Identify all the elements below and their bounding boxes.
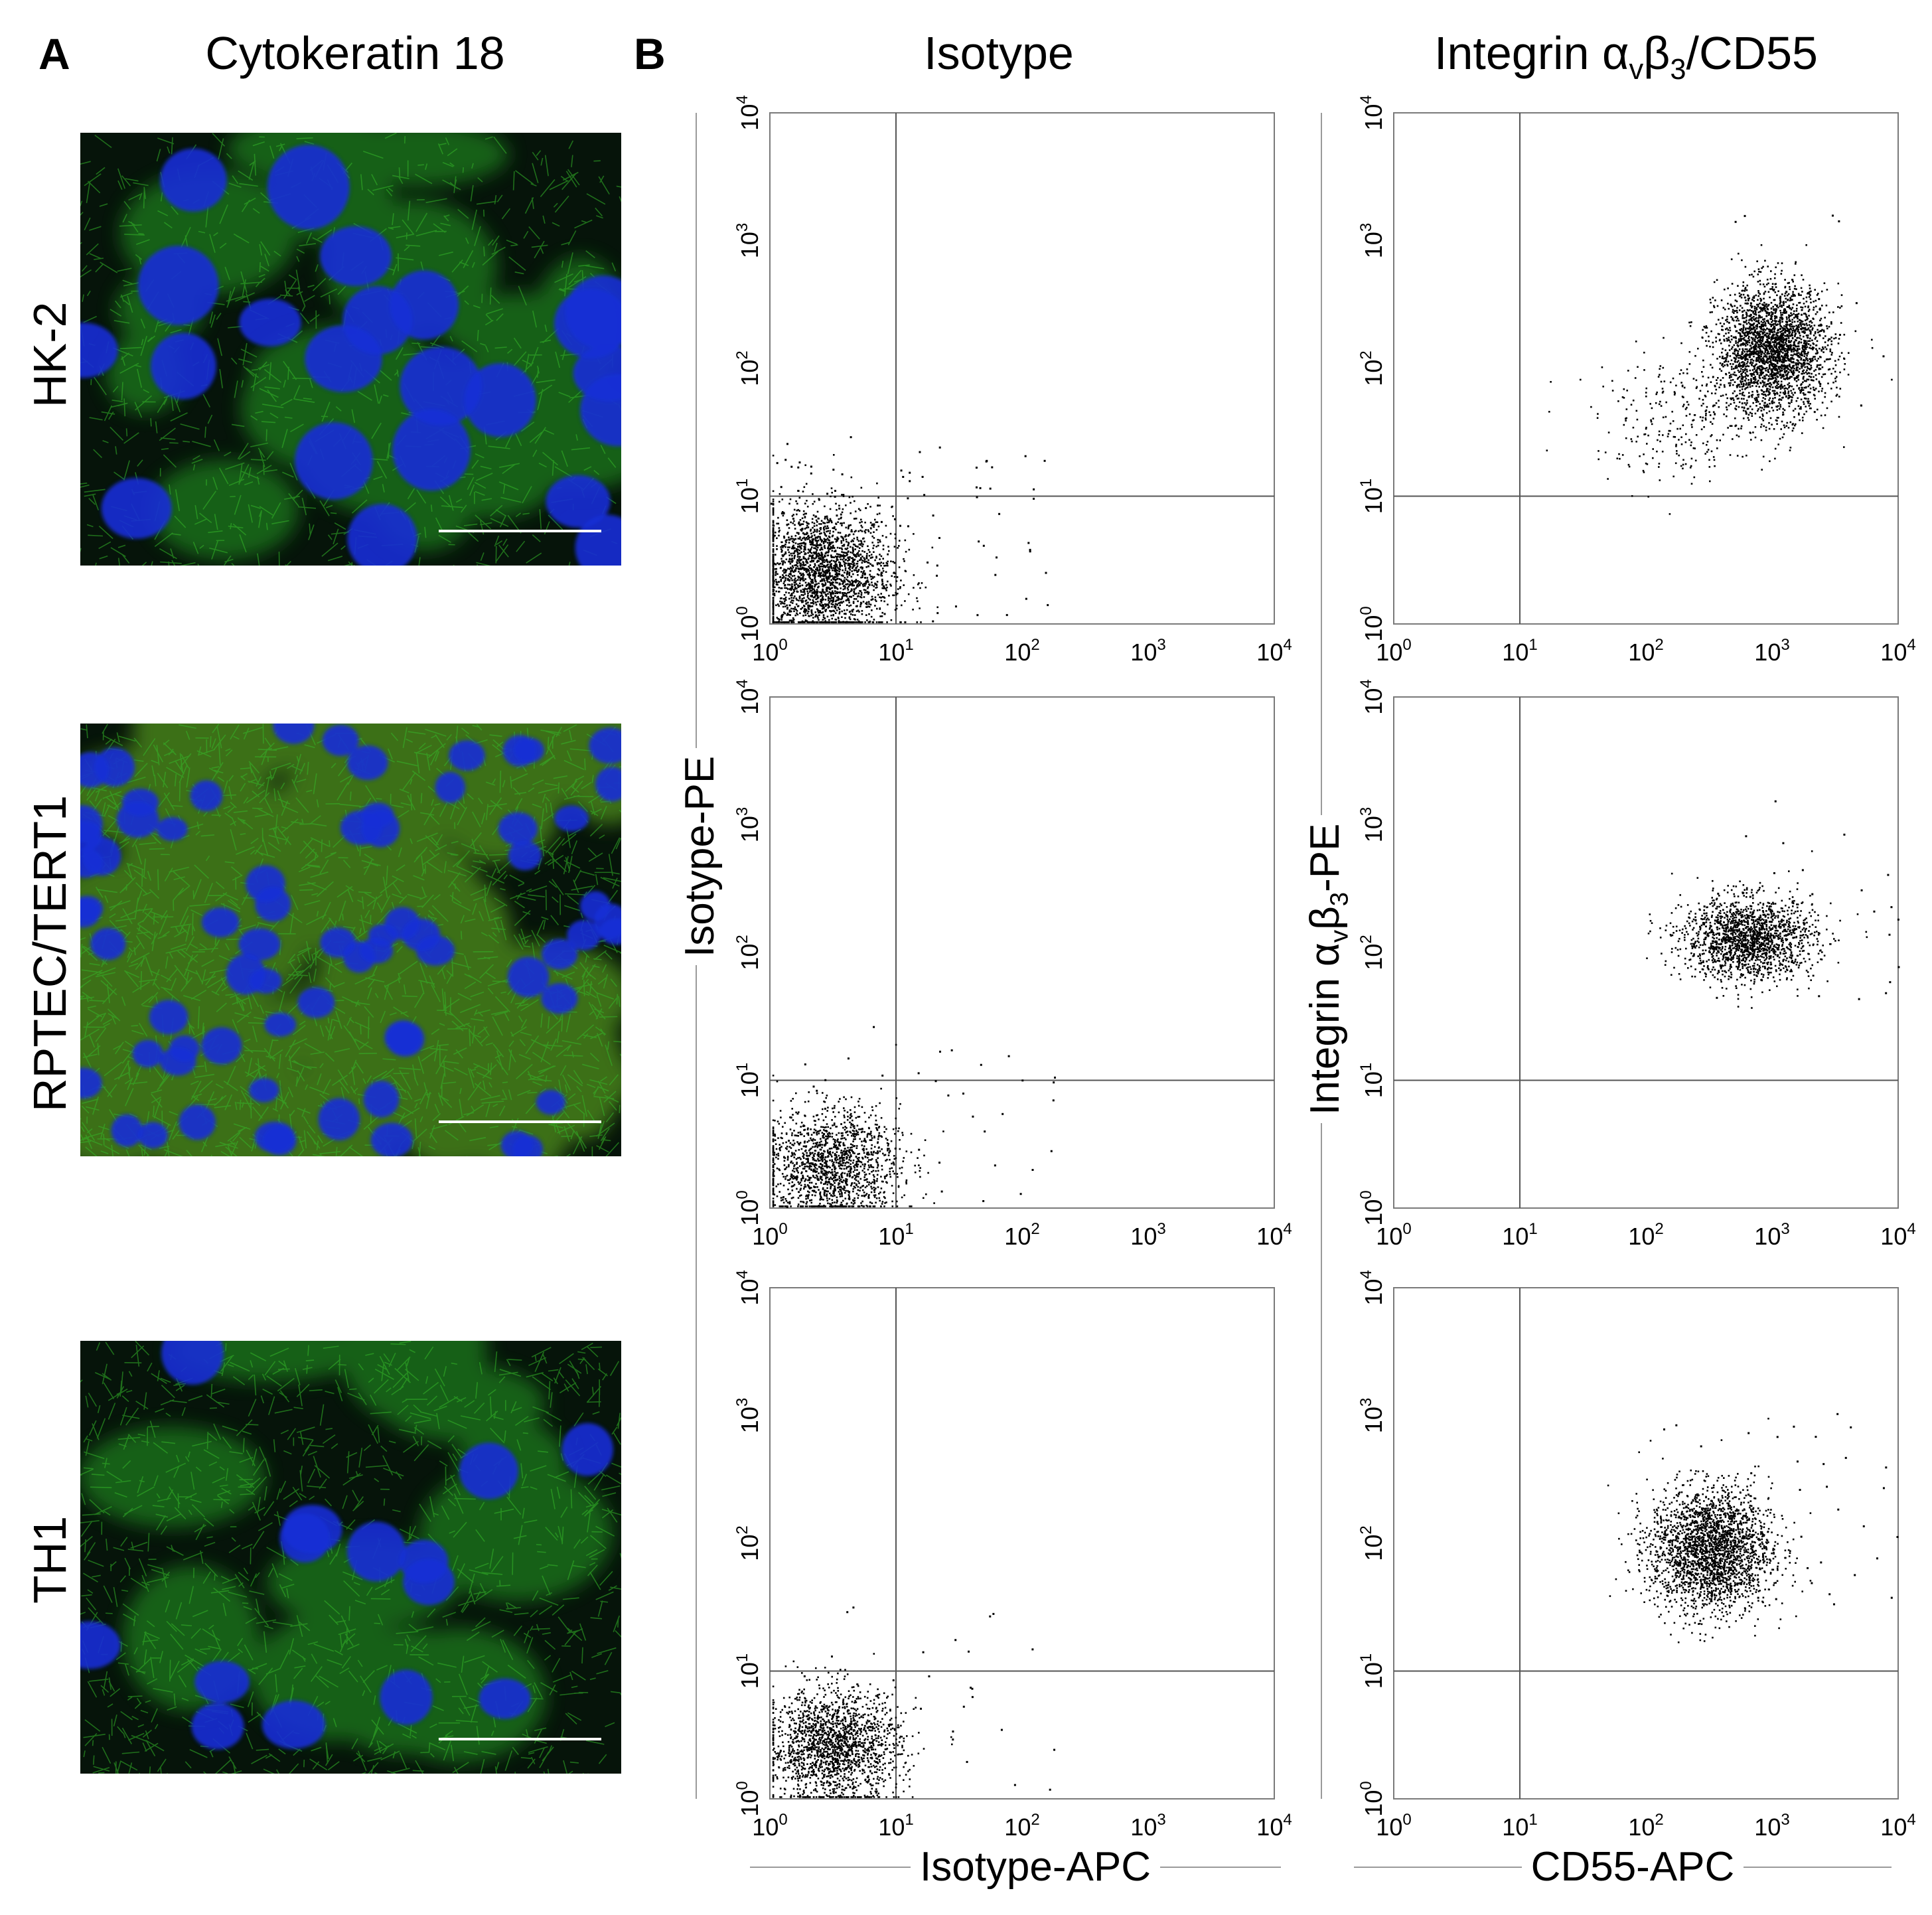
y-tick-label: 100 bbox=[733, 606, 763, 641]
y-tick-label: 102 bbox=[733, 1525, 763, 1561]
y-tick-label: 103 bbox=[1357, 223, 1387, 258]
x-tick-label: 104 bbox=[1256, 1811, 1292, 1841]
x-tick-label: 102 bbox=[1628, 1220, 1663, 1250]
flow-plot-isotype-hk2: 100 100 101 101 102 102 103 103 104 104 bbox=[697, 93, 1294, 677]
y-tick-label: 101 bbox=[1357, 1653, 1387, 1689]
y-tick-label: 100 bbox=[733, 1190, 763, 1225]
panel-b-letter: B bbox=[634, 29, 666, 78]
flow-plot-isotype-rptec: 100 100 101 101 102 102 103 103 104 104 bbox=[697, 677, 1294, 1261]
flow-plot-integrin-th1: 100 100 101 101 102 102 103 103 104 104 bbox=[1321, 1268, 1918, 1852]
row-label-rptec-tert1: RPTEC/TERT1 bbox=[24, 795, 76, 1112]
y-tick-label: 102 bbox=[733, 935, 763, 970]
x-tick-label: 100 bbox=[752, 636, 787, 666]
y-tick-label: 100 bbox=[1357, 606, 1387, 641]
x-tick-label: 103 bbox=[1754, 636, 1789, 666]
x-tick-label: 101 bbox=[878, 636, 913, 666]
y-tick-label: 102 bbox=[1357, 1525, 1387, 1561]
y-tick-label: 101 bbox=[733, 1063, 763, 1098]
y-tick-label: 103 bbox=[733, 1398, 763, 1433]
y-tick-label: 101 bbox=[1357, 479, 1387, 514]
x-tick-label: 104 bbox=[1256, 636, 1292, 666]
nuclei bbox=[80, 1341, 613, 1750]
flow-plot-integrin-rptec: 100 100 101 101 102 102 103 103 104 104 bbox=[1321, 677, 1918, 1261]
x-tick-label: 100 bbox=[1376, 636, 1411, 666]
y-tick-label: 104 bbox=[1357, 1270, 1387, 1305]
event-dots bbox=[1546, 214, 1893, 515]
x-tick-label: 100 bbox=[752, 1220, 787, 1250]
x-tick-label: 104 bbox=[1256, 1220, 1292, 1250]
nuclei bbox=[80, 145, 621, 566]
row-label-th1: TH1 bbox=[24, 1515, 76, 1604]
column-title-integrin-cd55: Integrin αvβ3/CD55 bbox=[1434, 27, 1818, 86]
y-tick-label: 102 bbox=[1357, 935, 1387, 970]
x-tick-label: 100 bbox=[1376, 1220, 1411, 1250]
event-dots bbox=[770, 436, 1049, 623]
nuclei bbox=[80, 724, 621, 1156]
x-tick-label: 103 bbox=[1754, 1811, 1789, 1841]
x-tick-label: 101 bbox=[878, 1220, 913, 1250]
plot-frame bbox=[1393, 1287, 1899, 1800]
event-dots bbox=[1646, 800, 1900, 1009]
flow-plot-isotype-th1: 100 100 101 101 102 102 103 103 104 104 bbox=[697, 1268, 1294, 1852]
y-tick-label: 102 bbox=[733, 350, 763, 386]
x-tick-label: 104 bbox=[1880, 1811, 1915, 1841]
y-tick-label: 104 bbox=[733, 95, 763, 130]
row-label-hk2: HK-2 bbox=[24, 301, 76, 408]
plot-frame bbox=[1393, 112, 1899, 625]
y-tick-label: 103 bbox=[1357, 1398, 1387, 1433]
panel-a-letter: A bbox=[38, 29, 70, 78]
x-axis-title-isotype-apc: Isotype-APC bbox=[910, 1847, 1161, 1888]
y-tick-label: 104 bbox=[733, 679, 763, 714]
event-dots bbox=[772, 1606, 1056, 1798]
plot-frame bbox=[769, 112, 1275, 625]
column-title-isotype: Isotype bbox=[924, 27, 1074, 79]
plot-frame bbox=[769, 696, 1275, 1209]
y-tick-label: 104 bbox=[1357, 679, 1387, 714]
y-tick-label: 101 bbox=[1357, 1063, 1387, 1098]
x-tick-label: 100 bbox=[752, 1811, 787, 1841]
x-tick-label: 103 bbox=[1754, 1220, 1789, 1250]
x-tick-label: 101 bbox=[1502, 636, 1537, 666]
flow-plot-integrin-hk2: 100 100 101 101 102 102 103 103 104 104 bbox=[1321, 93, 1918, 677]
y-tick-label: 100 bbox=[733, 1781, 763, 1816]
x-tick-label: 101 bbox=[1502, 1220, 1537, 1250]
x-tick-label: 103 bbox=[1130, 1220, 1165, 1250]
y-tick-label: 100 bbox=[1357, 1190, 1387, 1225]
x-axis-title-cd55-apc: CD55-APC bbox=[1521, 1847, 1744, 1888]
x-tick-label: 101 bbox=[878, 1811, 913, 1841]
x-tick-label: 102 bbox=[1628, 1811, 1663, 1841]
micrograph-rptec-tert1 bbox=[80, 724, 621, 1156]
micrograph-th1 bbox=[80, 1341, 621, 1774]
x-tick-label: 103 bbox=[1130, 636, 1165, 666]
panel-a-title: Cytokeratin 18 bbox=[205, 27, 505, 79]
y-tick-label: 103 bbox=[733, 223, 763, 258]
plot-frame bbox=[769, 1287, 1275, 1800]
x-tick-label: 103 bbox=[1130, 1811, 1165, 1841]
x-tick-label: 104 bbox=[1880, 1220, 1915, 1250]
y-tick-label: 103 bbox=[1357, 807, 1387, 842]
x-tick-label: 101 bbox=[1502, 1811, 1537, 1841]
x-tick-label: 104 bbox=[1880, 636, 1915, 666]
y-tick-label: 102 bbox=[1357, 350, 1387, 386]
x-tick-label: 102 bbox=[1004, 1220, 1039, 1250]
x-tick-label: 100 bbox=[1376, 1811, 1411, 1841]
plot-frame bbox=[1393, 696, 1899, 1209]
y-tick-label: 100 bbox=[1357, 1781, 1387, 1816]
x-tick-label: 102 bbox=[1004, 636, 1039, 666]
y-tick-label: 101 bbox=[733, 479, 763, 514]
y-tick-label: 104 bbox=[733, 1270, 763, 1305]
micrograph-hk2 bbox=[80, 133, 621, 566]
event-dots bbox=[772, 1026, 1057, 1208]
y-tick-label: 103 bbox=[733, 807, 763, 842]
y-tick-label: 101 bbox=[733, 1653, 763, 1689]
x-tick-label: 102 bbox=[1004, 1811, 1039, 1841]
y-tick-label: 104 bbox=[1357, 95, 1387, 130]
event-dots bbox=[1607, 1413, 1899, 1644]
x-tick-label: 102 bbox=[1628, 636, 1663, 666]
cytokeratin-filaments bbox=[80, 133, 621, 566]
